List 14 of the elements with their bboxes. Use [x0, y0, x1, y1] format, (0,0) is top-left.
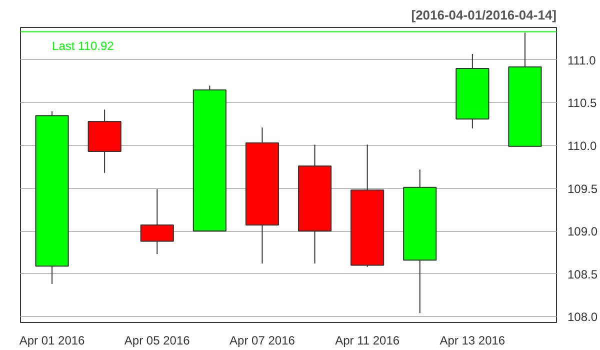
- y-tick-label: 108.5: [568, 267, 598, 282]
- x-tick-label: Apr 11 2016: [335, 334, 400, 348]
- x-tick-label: Apr 13 2016: [440, 334, 506, 348]
- y-tick-label: 110.5: [568, 96, 597, 110]
- chart-title: [2016-04-01/2016-04-14]: [411, 8, 557, 22]
- x-tick-label: Apr 07 2016: [230, 334, 296, 348]
- y-tick-label: 109.5: [568, 182, 598, 196]
- x-tick-label: Apr 05 2016: [124, 334, 190, 348]
- y-tick-label: 108.0: [568, 310, 598, 324]
- x-tick-label: Apr 01 2016: [19, 334, 86, 348]
- y-tick-label: 110.0: [568, 139, 597, 153]
- y-tick-label: 109.0: [568, 224, 598, 239]
- ref-line-label: Last 110.92: [52, 38, 114, 53]
- y-tick-label: 111.0: [568, 53, 596, 68]
